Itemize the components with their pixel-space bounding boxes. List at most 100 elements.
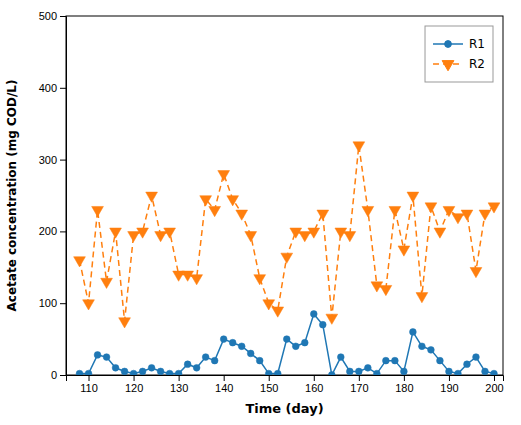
y-axis-title: Acetate concentration (mg COD/L) [5,80,19,312]
point [146,192,158,202]
x-tick-label: 150 [260,382,278,394]
legend-entry: R2 [433,57,485,71]
y-tick: 500 [39,10,66,22]
x-tick: 150 [260,375,278,394]
point [164,228,176,238]
point [353,142,365,152]
y-tick-label: 500 [39,10,57,22]
x-tick-label: 190 [440,382,458,394]
y-tick-mark [60,160,66,161]
point [76,370,83,375]
point [220,336,227,343]
point [482,368,489,375]
series-line [80,145,494,321]
x-tick: 200 [485,375,503,394]
point [272,307,284,317]
point [292,343,299,350]
point [83,300,95,310]
x-tick-mark [134,375,135,381]
point [455,370,462,375]
point [236,210,248,220]
point [389,206,401,216]
y-tick: 300 [39,154,66,166]
point [193,364,200,371]
legend: R1R2 [425,26,493,82]
x-tick-mark [314,375,315,381]
point [283,336,290,343]
plot-frame [66,16,503,375]
point [319,321,326,328]
x-tick: 140 [215,375,233,394]
x-tick-mark [449,375,450,381]
y-tick-mark [60,303,66,304]
legend-marker [445,41,452,48]
chart: 1101201301401501601701801902000100200300… [0,0,521,425]
x-tick-label: 110 [80,382,98,394]
x-tick-mark [269,375,270,381]
point [191,275,203,285]
y-tick-label: 0 [51,369,57,381]
point [391,357,398,364]
x-tick-mark [359,375,360,381]
point [401,368,408,375]
x-tick-mark [224,375,225,381]
point [274,370,281,375]
series [74,142,500,328]
point [461,210,473,220]
point [202,354,209,361]
point [209,206,221,216]
point [211,357,218,364]
point [227,196,239,206]
point [157,368,164,375]
point [103,354,110,361]
point [434,228,446,238]
x-tick-mark [89,375,90,381]
point [479,210,491,220]
point [407,192,419,202]
point [229,339,236,346]
x-tick: 130 [170,375,188,394]
legend-label: R2 [469,57,485,71]
point [328,372,335,375]
point [308,228,320,238]
y-tick: 200 [39,225,66,237]
x-tick: 110 [80,375,98,394]
y-tick: 0 [51,369,66,381]
x-tick-label: 140 [215,382,233,394]
point [254,275,266,285]
point [344,232,356,242]
legend-label: R1 [469,37,485,51]
point [130,370,137,375]
series [76,311,497,375]
x-tick-label: 200 [485,382,503,394]
x-tick: 120 [125,375,143,394]
point [247,350,254,357]
plot: 1101201301401501601701801902000100200300… [39,10,504,394]
y-tick-mark [60,88,66,89]
point [92,206,104,216]
point [452,214,464,224]
point [121,368,128,375]
point [218,171,230,181]
point [112,364,119,371]
point [310,311,317,318]
x-axis-line [67,376,504,382]
point [446,368,453,375]
point [337,354,344,361]
point [419,343,426,350]
point [326,314,338,324]
point [473,354,480,361]
y-tick-label: 100 [39,297,57,309]
legend-marker [442,61,454,71]
point [128,232,140,242]
point [470,267,482,277]
point [137,228,149,238]
y-tick: 100 [39,297,66,309]
point [317,210,329,220]
point [364,364,371,371]
point [110,228,122,238]
y-tick-mark [60,231,66,232]
x-tick-label: 180 [395,382,413,394]
point [416,293,428,303]
point [85,370,92,375]
